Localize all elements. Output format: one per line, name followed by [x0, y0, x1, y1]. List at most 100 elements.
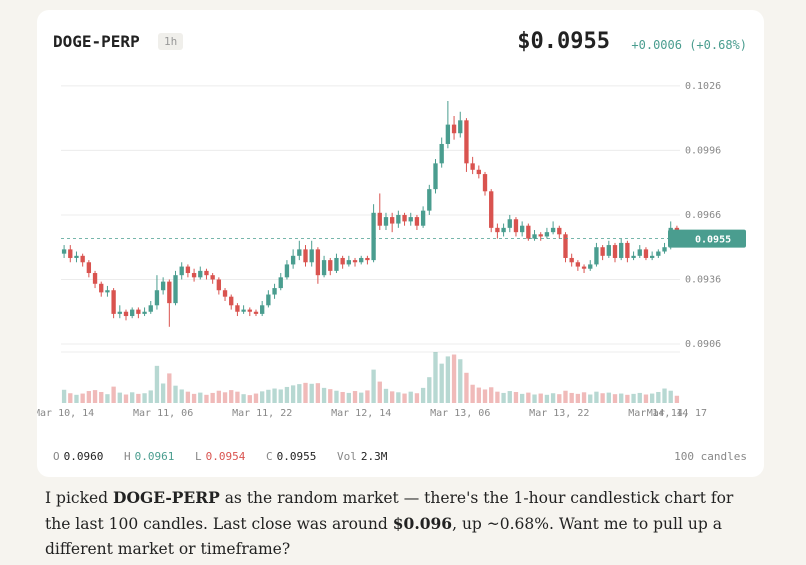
volume-bar [458, 359, 463, 403]
candle-body [105, 290, 110, 293]
candle-body [532, 234, 537, 239]
candle-body [396, 214, 401, 224]
volume-bar [229, 390, 234, 403]
volume-bar [328, 389, 333, 403]
candle-body [160, 281, 166, 291]
candle-body [656, 251, 661, 256]
volume-bar [420, 387, 426, 403]
candle-body [222, 290, 228, 297]
volume-bar [235, 391, 240, 403]
volume-bar [476, 387, 481, 403]
candle-body [179, 266, 184, 276]
candle-body [631, 255, 636, 258]
volume-bar [383, 388, 389, 403]
candle-body [482, 174, 488, 192]
volume-bar [260, 391, 265, 403]
value: 2.3M [360, 450, 388, 463]
candle-body [557, 227, 562, 235]
x-tick-label: Mar 14, 17 [647, 408, 707, 419]
volume-bar [464, 372, 469, 403]
candle-body [315, 249, 321, 276]
volume-bar [297, 384, 302, 403]
candle-body [123, 311, 129, 317]
volume-bar [668, 390, 673, 403]
candle-body [167, 281, 172, 304]
x-tick-label: Mar 10, 14 [37, 408, 94, 419]
label: Vol [337, 450, 357, 463]
bold: $0.096 [392, 514, 453, 533]
candle-body [588, 264, 593, 269]
volume-bar [346, 392, 352, 403]
volume-bar [130, 392, 135, 403]
candle-body [309, 249, 314, 263]
volume-bar [160, 383, 166, 403]
volume-bar [334, 390, 339, 403]
volume-bar [563, 390, 568, 403]
x-tick-label: Mar 11, 06 [133, 408, 193, 419]
candle-body [352, 260, 358, 263]
candle-body [365, 257, 370, 261]
volume-bar [594, 391, 599, 403]
last-price-tag-bg [668, 229, 746, 248]
text: , up ~0.68%. Want me to pull up a differ… [45, 515, 722, 558]
candle-body [420, 210, 426, 226]
candle-body [68, 249, 73, 258]
candle-body [142, 311, 147, 314]
volume-bar [662, 388, 667, 403]
last-price-tag: 0.0955 [695, 235, 731, 246]
candle-body [377, 212, 382, 226]
candle-body [210, 275, 215, 280]
volume-bar [408, 391, 413, 403]
volume-bar [538, 393, 543, 403]
volume-bar [482, 389, 488, 403]
candle-body [185, 266, 191, 274]
candle-body [470, 163, 475, 170]
candle-body [216, 279, 222, 291]
candle-body [575, 262, 581, 267]
candle-body [458, 120, 463, 134]
volume-bar [396, 392, 401, 403]
candle-body [569, 257, 574, 263]
volume-bar [80, 393, 85, 403]
volume-bar [241, 394, 246, 403]
candle-body [321, 260, 327, 276]
label: C [266, 450, 273, 463]
volume-bar [154, 365, 160, 403]
volume-bar [365, 390, 370, 403]
volume-bar [117, 392, 122, 403]
x-tick-label: Mar 14, 14 [628, 408, 688, 419]
candle-body [130, 309, 135, 317]
value: 0.0960 [63, 450, 104, 463]
candle-body [272, 288, 277, 295]
candle-body [303, 249, 308, 263]
candle-body [340, 257, 345, 265]
candle-count: 100 candles [674, 450, 747, 463]
volume-bar [501, 392, 506, 403]
candle-body [359, 257, 364, 263]
label: L [195, 450, 202, 463]
candle-body [550, 227, 556, 233]
volume-bar [470, 384, 475, 403]
interval-badge[interactable]: 1h [158, 33, 184, 50]
candle-body [334, 257, 339, 271]
value: 0.0961 [134, 450, 175, 463]
candle-body [662, 247, 667, 252]
message: I picked DOGE-PERP as the random market … [45, 485, 735, 562]
label: O [53, 450, 60, 463]
volume-bar [656, 391, 661, 403]
text: I picked [45, 489, 114, 507]
volume-bar [526, 392, 531, 403]
candle-body [266, 294, 271, 306]
volume-bar [74, 394, 79, 403]
y-tick-label: 0.0966 [685, 210, 721, 221]
volume-bar [643, 394, 649, 403]
volume-bar [99, 391, 104, 403]
candle-body [612, 245, 618, 258]
volume-bar [179, 389, 184, 403]
chart: 0.0906 0.0936 0.0966 0.0996 0.1026 Mar 10, 14… [37, 81, 746, 419]
volume-bar [606, 392, 611, 403]
candle-body [439, 143, 444, 164]
volume-bar [204, 394, 209, 403]
volume-bar [198, 392, 203, 403]
